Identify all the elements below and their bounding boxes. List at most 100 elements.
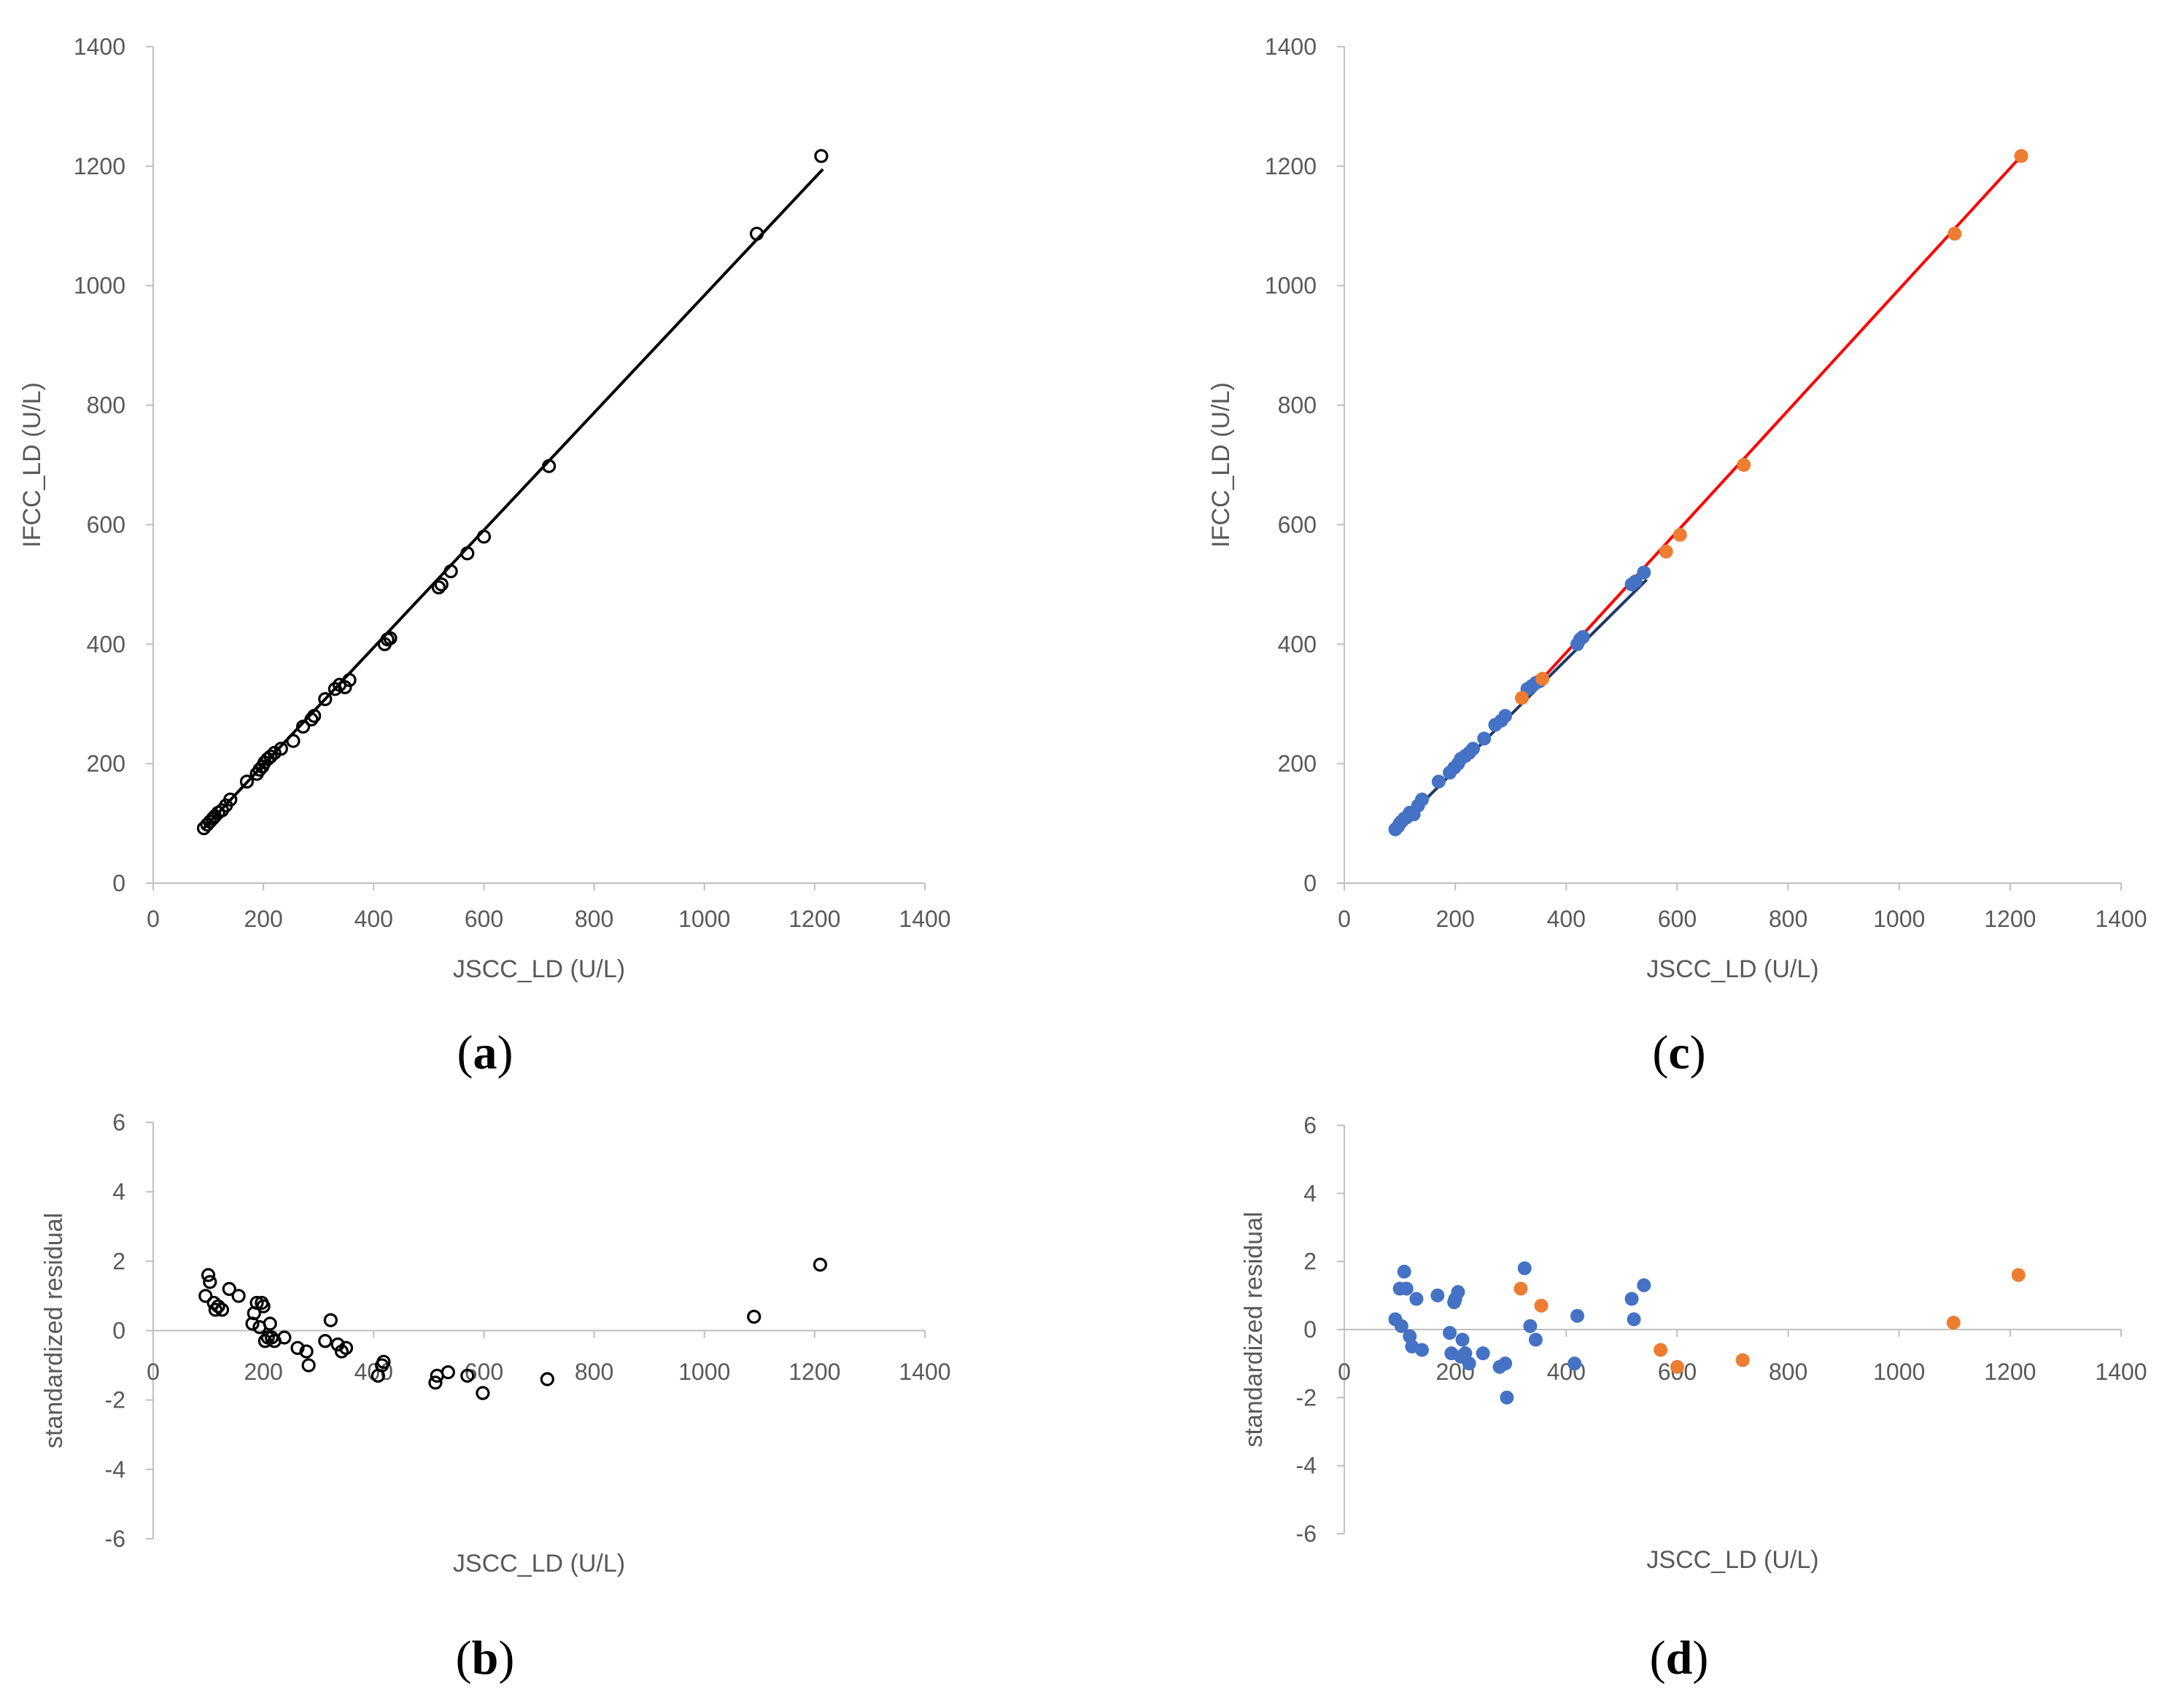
x-axis-title: JSCC_LD (U/L) (1646, 1546, 1818, 1574)
panel-label: (a) (457, 1026, 514, 1079)
x-tick-label: 1000 (1873, 1359, 1925, 1385)
data-point (263, 749, 278, 764)
regression-line (201, 168, 824, 831)
x-tick-label: 1400 (899, 1359, 950, 1385)
x-tick-label: 0 (1338, 1359, 1351, 1385)
data-point (460, 1368, 475, 1383)
x-tick-label: 1400 (899, 906, 950, 932)
x-tick-label: 600 (1658, 906, 1697, 932)
panel-label: (b) (456, 1631, 515, 1685)
data-point (443, 564, 458, 578)
data-point (376, 1354, 391, 1369)
y-tick-label: 1400 (1265, 34, 1317, 60)
data-point (1397, 1265, 1411, 1279)
data-point (318, 1334, 333, 1348)
data-point (274, 742, 288, 756)
x-tick-label: 1000 (1873, 906, 1925, 932)
panel-a-chart: 0 200 400 600 800 1000 1200 1400 0 200 400 600 800 10… (18, 34, 951, 1079)
y-tick-label: -2 (105, 1387, 125, 1413)
x-tick-label: 1400 (2095, 1359, 2147, 1385)
data-point (1948, 226, 1962, 241)
data-point (1431, 775, 1446, 789)
data-point (1670, 1359, 1684, 1374)
x-tick-label: 800 (1769, 906, 1807, 932)
data-point (1628, 574, 1643, 589)
data-point (2014, 149, 2028, 163)
x-tick-label: 1200 (788, 1359, 840, 1385)
data-point (1567, 1356, 1582, 1371)
red-fit-line (1526, 155, 2023, 696)
x-tick-label: 0 (147, 906, 160, 932)
y-axis: 0 200 400 600 800 1000 1200 1400 (74, 34, 154, 896)
data-point (1673, 527, 1687, 542)
x-tick-label: 800 (1769, 1359, 1807, 1385)
y-tick-label: 1400 (74, 34, 125, 60)
data-point (1735, 1353, 1750, 1367)
data-point (1455, 1332, 1470, 1347)
data-point (747, 1309, 761, 1324)
data-point (441, 1365, 455, 1380)
y-tick-label: -6 (105, 1526, 125, 1552)
data-point (540, 1372, 554, 1386)
data-point (1465, 742, 1480, 756)
data-point (1476, 1346, 1490, 1361)
data-point (542, 459, 557, 473)
y-tick-label: 1200 (1265, 153, 1317, 179)
y-axis-title: standardized residual (40, 1213, 68, 1448)
y-tick-label: 400 (1278, 631, 1317, 657)
x-tick-label: 600 (465, 906, 503, 932)
data-point (1443, 1326, 1457, 1340)
data-point (257, 1334, 273, 1348)
data-point (286, 734, 301, 748)
y-axis: -6 -4 -2 0 2 4 6 (105, 1109, 154, 1552)
orange-points-series (1514, 1268, 2026, 1374)
y-axis: -6 -4 -2 0 2 4 6 (1296, 1112, 1345, 1547)
data-point (434, 577, 449, 591)
data-point (1534, 1298, 1549, 1313)
data-point (208, 1303, 222, 1317)
data-point (338, 1340, 354, 1355)
data-point (1514, 691, 1529, 705)
x-axis-title: JSCC_LD (U/L) (1646, 955, 1818, 983)
data-point (1462, 1356, 1476, 1371)
y-tick-label: 0 (1303, 1316, 1317, 1343)
blue-fit-line (1393, 578, 1648, 832)
data-point (249, 1295, 264, 1311)
y-tick-label: -4 (1296, 1453, 1317, 1479)
x-axis-title: JSCC_LD (U/L) (453, 955, 625, 983)
x-tick-label: 1000 (678, 906, 730, 932)
blue-points-series (1388, 565, 1651, 836)
samples-series (196, 149, 829, 836)
y-axis-title: IFCC_LD (U/L) (18, 382, 46, 548)
data-point (222, 1281, 236, 1297)
data-point (342, 672, 357, 688)
data-point (1627, 1312, 1641, 1327)
data-point (299, 1344, 314, 1359)
data-point (1430, 1288, 1445, 1303)
data-point (813, 1257, 828, 1272)
y-tick-label: 600 (87, 511, 125, 537)
data-point (1399, 1281, 1414, 1296)
y-tick-label: 0 (112, 1318, 125, 1344)
y-tick-label: 4 (112, 1179, 125, 1205)
panel-label: (c) (1652, 1026, 1705, 1079)
data-point (814, 149, 829, 163)
x-tick-label: 400 (354, 906, 393, 932)
data-point (1659, 544, 1673, 559)
y-tick-label: 1000 (74, 273, 125, 299)
data-point (1637, 565, 1651, 580)
x-tick-label: 1200 (1984, 906, 2036, 932)
x-tick-label: 1400 (2095, 906, 2147, 932)
x-axis-title: JSCC_LD (U/L) (453, 1550, 625, 1577)
data-point (1528, 1332, 1543, 1347)
x-tick-label: 1000 (678, 1359, 730, 1385)
y-tick-label: 200 (87, 750, 125, 777)
y-tick-label: 2 (112, 1248, 125, 1274)
data-point (1523, 1319, 1538, 1333)
data-point (1409, 1292, 1424, 1306)
data-point (1737, 458, 1751, 472)
